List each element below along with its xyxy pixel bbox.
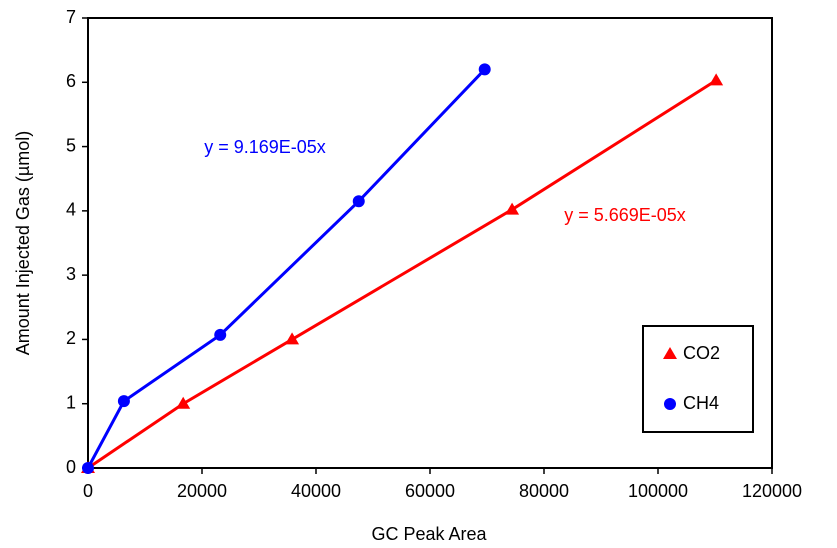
y-tick-label: 5 (66, 135, 76, 155)
point (505, 202, 520, 215)
y-tick-label: 2 (66, 328, 76, 348)
point (478, 63, 491, 76)
legend-label: CO2 (683, 343, 720, 363)
x-tick-label: 0 (83, 481, 93, 501)
legend (642, 325, 754, 433)
x-tick-label: 120000 (742, 481, 802, 501)
annotation: y = 9.169E-05x (204, 137, 326, 157)
point (285, 332, 300, 345)
point (82, 462, 94, 474)
x-tick-label: 60000 (405, 481, 455, 501)
legend-marker (664, 398, 676, 410)
legend-label: CH4 (683, 393, 719, 413)
x-tick-label: 100000 (628, 481, 688, 501)
x-tick-label: 80000 (519, 481, 569, 501)
trend-line (86, 68, 486, 469)
y-tick-label: 7 (66, 7, 76, 27)
y-tick-label: 3 (66, 264, 76, 284)
x-axis-title: GC Peak Area (371, 524, 487, 544)
point (214, 328, 227, 341)
annotation: y = 5.669E-05x (564, 205, 686, 225)
point (709, 73, 724, 86)
point (352, 195, 365, 208)
legend-marker (663, 347, 677, 359)
point (117, 395, 130, 408)
x-tick-label: 20000 (177, 481, 227, 501)
x-tick-label: 40000 (291, 481, 341, 501)
y-tick-label: 1 (66, 392, 76, 412)
y-tick-label: 0 (66, 457, 76, 477)
y-tick-label: 4 (66, 200, 76, 220)
point (176, 396, 191, 409)
trend-line (87, 79, 717, 470)
y-axis-title: Amount Injected Gas (µmol) (13, 131, 33, 355)
y-tick-label: 6 (66, 71, 76, 91)
